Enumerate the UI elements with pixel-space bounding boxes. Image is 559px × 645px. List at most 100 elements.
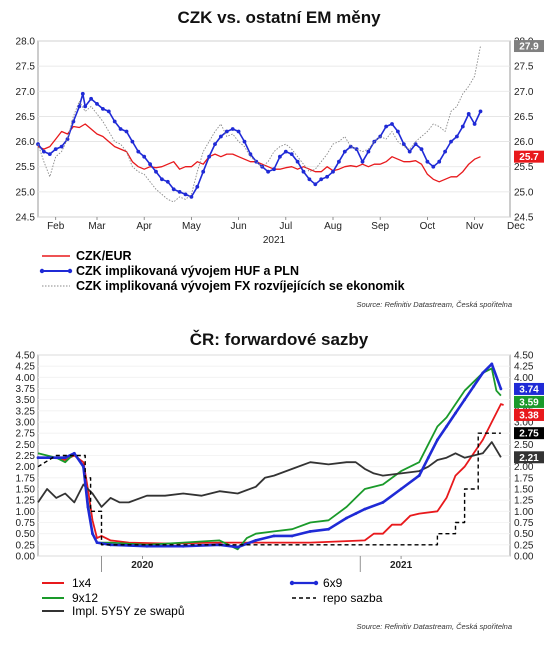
c1-series-marker: [325, 174, 329, 179]
c1-series-marker: [42, 149, 46, 154]
chart1: 24.5 25.0 25.5 26.0 26.5 27.0 27.5 28.0 24.5 25.…: [16, 37, 544, 232]
chart1-end-labels: 27.9 25.7: [514, 40, 544, 163]
c2-series-marker: [82, 465, 85, 469]
c2-end-label-box: [514, 382, 544, 395]
c1-series-marker: [342, 149, 347, 154]
c2-series-marker: [399, 487, 403, 491]
c1-y-tick-label: 25.0: [16, 187, 36, 198]
c1-series-marker: [183, 192, 188, 197]
c1-series-marker: [242, 139, 247, 144]
chart1-x-ticks: Feb Mar Apr May Jun Jul Aug Sep Oct Nov Dec: [47, 217, 525, 232]
legend2-marker-left: [289, 580, 295, 586]
c2-series-marker: [454, 411, 457, 415]
c1-series-marker: [136, 149, 141, 154]
legend2-label-repo: repo sazba: [323, 591, 383, 605]
c1-series-marker: [124, 129, 129, 134]
c2-series-marker: [145, 544, 149, 548]
c2-y-tick-label: 1.25: [16, 496, 36, 507]
c1-x-tick-label: Apr: [136, 221, 152, 232]
legend1-marker-right: [67, 268, 73, 274]
c1-series-marker: [230, 127, 235, 131]
c2-y-tick-label: 1.75: [16, 473, 36, 484]
c2-series-line-0: [38, 403, 504, 545]
c1-series-marker: [195, 184, 200, 189]
c1-series-marker: [313, 182, 318, 187]
c1-series-marker: [47, 152, 52, 157]
c2-series-marker: [481, 371, 485, 375]
c1-series-marker: [189, 195, 194, 199]
c2-y-tick-label-right: 0.75: [514, 518, 534, 529]
c2-y-tick-label: 1.00: [16, 507, 36, 518]
c2-y-tick-label-right: 1.00: [514, 507, 534, 518]
c1-x-tick-label: Oct: [420, 221, 436, 232]
c2-series-marker: [381, 501, 385, 504]
legend2-label-9x12: 9x12: [72, 591, 98, 605]
c2-series-marker: [426, 456, 430, 460]
c1-x-tick-label: Jul: [279, 221, 292, 232]
c1-series-marker: [77, 104, 82, 109]
c1-x-tick-label: May: [182, 221, 201, 232]
c2-y-tick-label-right: 4.00: [514, 373, 534, 384]
c1-series-marker: [266, 169, 270, 174]
c1-series-marker: [419, 147, 424, 152]
c1-y-tick-label: 25.5: [16, 162, 36, 173]
c2-y-tick-label-right: 4.25: [514, 362, 534, 373]
c1-series-marker: [413, 142, 418, 147]
chart1-source: Source: Refinitiv Datastream, Česká spoř…: [357, 300, 512, 309]
c2-y-tick-label: 1.50: [16, 485, 36, 496]
legend2-label-1x4: 1x4: [72, 576, 92, 590]
c1-series-marker: [354, 147, 359, 152]
c2-x-tick-label: 2021: [390, 560, 413, 571]
c1-series-marker: [384, 124, 388, 129]
c1-x-tick-label: Nov: [466, 221, 484, 232]
c2-series-marker: [327, 527, 330, 531]
c2-series-marker: [91, 532, 94, 536]
c1-series-marker: [160, 177, 164, 182]
c2-series-marker: [417, 474, 421, 477]
c1-y-tick-label: 24.5: [16, 213, 36, 224]
c1-series-marker: [348, 144, 353, 149]
c1-series-marker: [112, 119, 117, 124]
c1-y-tick-label-right: 25.5: [514, 162, 534, 173]
legend2-marker-right: [313, 580, 319, 586]
c1-series-marker: [337, 159, 341, 164]
c1-x-tick-label: Jun: [231, 221, 247, 232]
c1-x-tick-label: Mar: [88, 221, 106, 232]
c1-series-marker: [201, 169, 206, 174]
chart2-legend: 1x4 6x9 9x12 repo sazba Impl. 5Y5Y ze sw…: [42, 576, 383, 618]
chart1-gridlines: [38, 40, 510, 218]
c2-series-marker: [308, 530, 312, 533]
c2-end-label-text: 2.21: [519, 453, 539, 464]
c2-y-tick-label-right: 2.50: [514, 440, 534, 451]
c2-series-marker: [490, 362, 494, 366]
c1-x-tick-label: Dec: [507, 221, 525, 232]
c2-series-marker: [54, 456, 58, 460]
c2-y-tick-label: 2.00: [16, 462, 36, 473]
c2-y-tick-label: 4.50: [16, 351, 36, 362]
c1-series-marker: [360, 159, 365, 164]
c1-y-tick-label-right: 26.5: [514, 112, 534, 123]
c2-series-marker: [72, 451, 76, 455]
c1-y-tick-label: 26.5: [16, 112, 36, 123]
chart2-end-labels: 3.74 3.59 3.38 2.75 2.21: [514, 382, 544, 464]
chart2-source: Source: Refinitiv Datastream, Česká spoř…: [357, 622, 512, 631]
c1-series-marker: [83, 104, 88, 109]
chart1-series: [36, 45, 483, 203]
c1-series-marker: [283, 149, 288, 154]
c1-series-marker: [295, 159, 300, 164]
c2-series-marker: [36, 456, 40, 460]
chart1-plot-area: [37, 40, 511, 218]
c1-series-marker: [301, 169, 306, 174]
legend2-label-5y5y: Impl. 5Y5Y ze swapů: [72, 604, 185, 618]
c1-series-marker: [59, 144, 64, 149]
c2-end-label-text: 2.75: [519, 429, 539, 440]
c1-series-marker: [213, 142, 217, 147]
c2-series-marker: [345, 516, 348, 520]
c1-series-marker: [278, 154, 282, 159]
chart2-title: ČR: forwardové sazby: [190, 330, 369, 349]
c1-series-marker: [425, 159, 430, 164]
c2-y-tick-label-right: 1.50: [514, 485, 534, 496]
c2-series-line-4: [37, 432, 501, 546]
c1-y-tick-label: 27.0: [16, 87, 36, 98]
